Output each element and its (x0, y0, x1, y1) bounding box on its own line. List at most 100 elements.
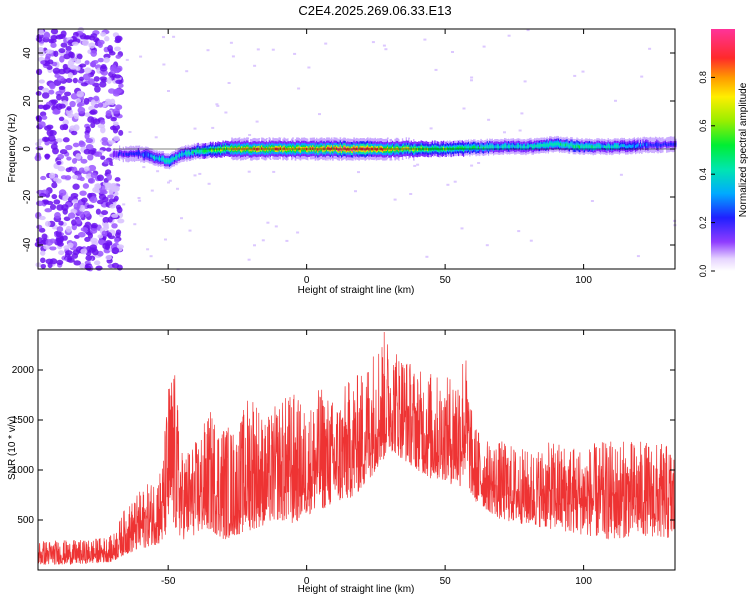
noise-speck (573, 74, 577, 77)
noise-blob (40, 257, 46, 264)
noise-blob (45, 258, 54, 265)
ridge-cell (121, 152, 124, 156)
noise-blob (92, 118, 101, 125)
noise-speck (460, 227, 464, 230)
ridge-cell (292, 146, 294, 150)
ridge-cell (286, 148, 288, 152)
ridge-cell (516, 144, 519, 148)
noise-blob (114, 177, 121, 182)
ridge-cell (444, 148, 446, 151)
ridge-cell (656, 143, 658, 147)
ridge-cell (532, 145, 535, 149)
ridge-cell (640, 143, 642, 147)
noise-blob (56, 160, 62, 165)
noise-blob (35, 146, 44, 151)
colorbar-label: Normalized spectral amplitude (738, 82, 749, 217)
noise-speck (142, 166, 146, 169)
snr-x-label: Height of straight line (km) (298, 584, 415, 595)
noise-blob (62, 235, 68, 241)
noise-blob (69, 65, 78, 70)
ridge-cell (539, 144, 541, 148)
noise-blob (78, 76, 85, 81)
noise-blob (100, 126, 106, 134)
noise-blob (94, 183, 102, 190)
noise-blob (57, 165, 66, 172)
snr-line (37, 331, 676, 565)
ridge-cell (545, 144, 547, 148)
ridge-cell (552, 143, 555, 147)
ridge-cell (406, 146, 409, 150)
ridge-cell (249, 148, 252, 152)
ridge-cell (627, 145, 630, 149)
noise-blob (112, 127, 119, 134)
noise-blob (37, 47, 44, 52)
ridge-cell (115, 152, 117, 156)
noise-blob (113, 135, 120, 142)
noise-blob (50, 143, 58, 150)
noise-speck (156, 170, 160, 173)
ridge-cell (150, 154, 152, 158)
ridge-cell (550, 142, 552, 146)
ridge-cell (239, 148, 242, 152)
ridge-cell (131, 152, 134, 156)
page-title: C2E4.2025.269.06.33.E13 (298, 3, 451, 18)
noise-blob (102, 216, 110, 224)
ridge-cell (506, 145, 509, 149)
noise-speck (393, 198, 397, 201)
ridge-cell (486, 144, 489, 148)
noise-blob (80, 248, 88, 255)
noise-blob (57, 153, 65, 160)
ridge-cell (191, 150, 193, 154)
noise-blob (77, 102, 85, 107)
ridge-cell (556, 142, 559, 145)
noise-blob (111, 213, 119, 218)
ridge-cell (343, 146, 345, 150)
ridge-cell (559, 143, 561, 147)
ridge-cell (367, 146, 369, 150)
ridge-cell (246, 146, 248, 150)
ridge-cell (582, 145, 585, 149)
noise-blob (82, 39, 89, 47)
noise-blob (71, 130, 78, 136)
ridge-cell (664, 142, 667, 146)
noise-blob (65, 167, 72, 173)
ridge-cell (172, 157, 175, 161)
ridge-cell (374, 147, 377, 151)
ridge-cell (567, 144, 570, 148)
noise-speck (451, 51, 454, 53)
ridge-cell (534, 144, 536, 148)
noise-blob (115, 79, 123, 85)
ridge-cell (494, 145, 496, 149)
noise-blob (75, 218, 82, 224)
ridge-cell (383, 148, 385, 152)
noise-speck (188, 229, 192, 232)
noise-blob (71, 219, 77, 226)
ridge-cell (338, 148, 340, 152)
noise-speck (255, 120, 259, 123)
noise-blob (58, 85, 66, 90)
ridge-cell (227, 147, 229, 150)
noise-speck (122, 203, 126, 206)
colorbar-tick-label: 0.4 (698, 168, 708, 181)
ridge-cell (324, 148, 327, 152)
noise-blob (82, 73, 91, 81)
noise-blob (79, 211, 85, 218)
noise-blob (35, 91, 42, 96)
ridge-cell (142, 153, 145, 157)
noise-blob (46, 124, 54, 130)
ridge-cell (474, 145, 476, 149)
noise-blob (58, 220, 64, 226)
ridge-cell (197, 149, 200, 152)
ridge-cell (345, 148, 348, 152)
ridge-cell (541, 143, 544, 147)
ridge-cell (637, 143, 640, 147)
noise-blob (108, 198, 116, 203)
x-tick-label: 0 (304, 576, 310, 587)
ridge-cell (117, 153, 120, 157)
ridge-cell (668, 143, 671, 146)
noise-blob (101, 230, 108, 237)
ridge-cell (439, 148, 441, 152)
ridge-cell (557, 142, 560, 146)
ridge-cell (477, 146, 480, 150)
